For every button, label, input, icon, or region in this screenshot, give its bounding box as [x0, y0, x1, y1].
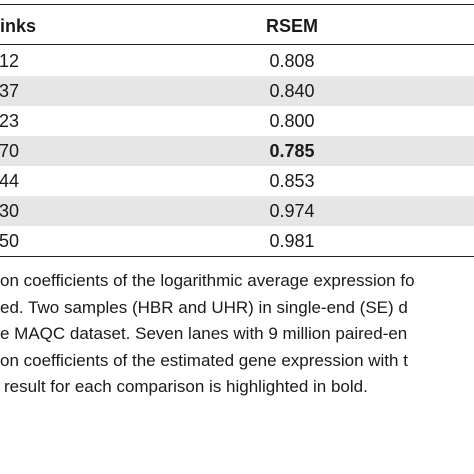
cell-rsem: 0.853	[269, 171, 315, 191]
table-bottom-rule	[0, 256, 474, 257]
cell-links: 70	[0, 141, 20, 161]
cell-rsem: 0.785	[269, 141, 315, 161]
cell-links: 50	[0, 231, 20, 251]
caption-line: e MAQC dataset. Seven lanes with 9 milli…	[0, 324, 408, 343]
table-caption: on coefficients of the logarithmic avera…	[0, 268, 474, 401]
cell-links: 12	[0, 51, 20, 71]
caption-line: result for each comparison is highlighte…	[4, 377, 368, 396]
caption-line: ed. Two samples (HBR and UHR) in single-…	[0, 297, 408, 317]
table-row: 12 0.808	[0, 46, 474, 76]
table-row: 30 0.974	[0, 196, 474, 226]
cell-links: 23	[0, 111, 20, 131]
cell-rsem: 0.974	[269, 201, 315, 221]
table-row: 44 0.853	[0, 166, 474, 196]
cell-links: 44	[0, 171, 20, 191]
cell-links: 30	[0, 201, 20, 221]
table-top-rule	[0, 4, 474, 5]
table-header-row: inks RSEM	[0, 8, 474, 42]
caption-line: on coefficients of the estimated gene ex…	[0, 350, 408, 370]
header-rsem: RSEM	[265, 16, 318, 36]
table-row: 23 0.800	[0, 106, 474, 136]
cell-rsem: 0.981	[269, 231, 315, 251]
cell-rsem: 0.800	[269, 111, 315, 131]
cell-rsem: 0.840	[269, 81, 315, 101]
table-row: 50 0.981	[0, 226, 474, 256]
cell-links: 37	[0, 81, 20, 101]
caption-line: on coefficients of the logarithmic avera…	[0, 271, 415, 290]
table-header-rule	[0, 44, 474, 45]
table-row: 37 0.840	[0, 76, 474, 106]
header-links: inks	[0, 16, 37, 36]
cell-rsem: 0.808	[269, 51, 315, 71]
table-row: 70 0.785	[0, 136, 474, 166]
